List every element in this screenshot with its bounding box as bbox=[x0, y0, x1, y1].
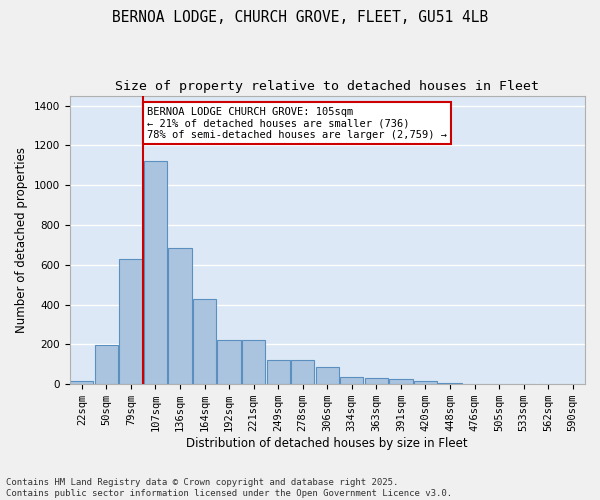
Bar bbox=[95, 346, 118, 384]
Bar bbox=[144, 162, 167, 384]
Text: BERNOA LODGE, CHURCH GROVE, FLEET, GU51 4LB: BERNOA LODGE, CHURCH GROVE, FLEET, GU51 … bbox=[112, 10, 488, 25]
Text: Contains HM Land Registry data © Crown copyright and database right 2025.
Contai: Contains HM Land Registry data © Crown c… bbox=[6, 478, 452, 498]
Y-axis label: Number of detached properties: Number of detached properties bbox=[15, 147, 28, 333]
Bar bbox=[439, 383, 461, 384]
Bar bbox=[291, 360, 314, 384]
Bar bbox=[365, 378, 388, 384]
Bar bbox=[389, 379, 413, 384]
Bar bbox=[193, 298, 216, 384]
Bar bbox=[266, 360, 290, 384]
X-axis label: Distribution of detached houses by size in Fleet: Distribution of detached houses by size … bbox=[187, 437, 468, 450]
Bar bbox=[217, 340, 241, 384]
Bar bbox=[119, 259, 143, 384]
Bar bbox=[70, 381, 94, 384]
Bar bbox=[316, 368, 339, 384]
Bar bbox=[340, 378, 364, 384]
Title: Size of property relative to detached houses in Fleet: Size of property relative to detached ho… bbox=[115, 80, 539, 93]
Text: BERNOA LODGE CHURCH GROVE: 105sqm
← 21% of detached houses are smaller (736)
78%: BERNOA LODGE CHURCH GROVE: 105sqm ← 21% … bbox=[147, 106, 447, 140]
Bar bbox=[414, 382, 437, 384]
Bar bbox=[169, 248, 191, 384]
Bar bbox=[242, 340, 265, 384]
